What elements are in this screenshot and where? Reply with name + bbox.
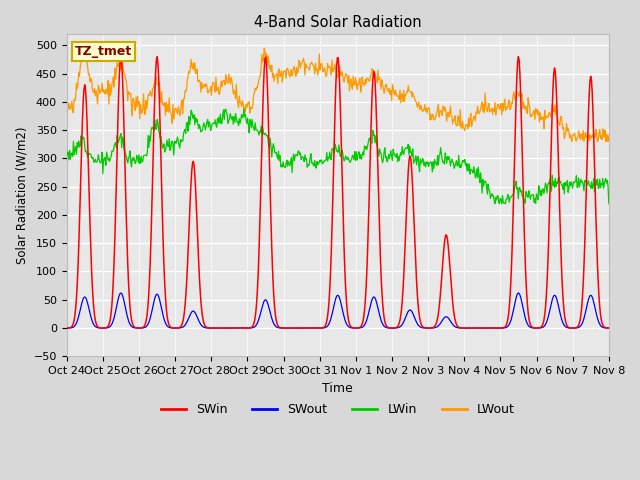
- X-axis label: Time: Time: [323, 382, 353, 395]
- Y-axis label: Solar Radiation (W/m2): Solar Radiation (W/m2): [15, 126, 28, 264]
- Title: 4-Band Solar Radiation: 4-Band Solar Radiation: [254, 15, 422, 30]
- Text: TZ_tmet: TZ_tmet: [75, 45, 132, 58]
- Legend: SWin, SWout, LWin, LWout: SWin, SWout, LWin, LWout: [156, 398, 520, 421]
